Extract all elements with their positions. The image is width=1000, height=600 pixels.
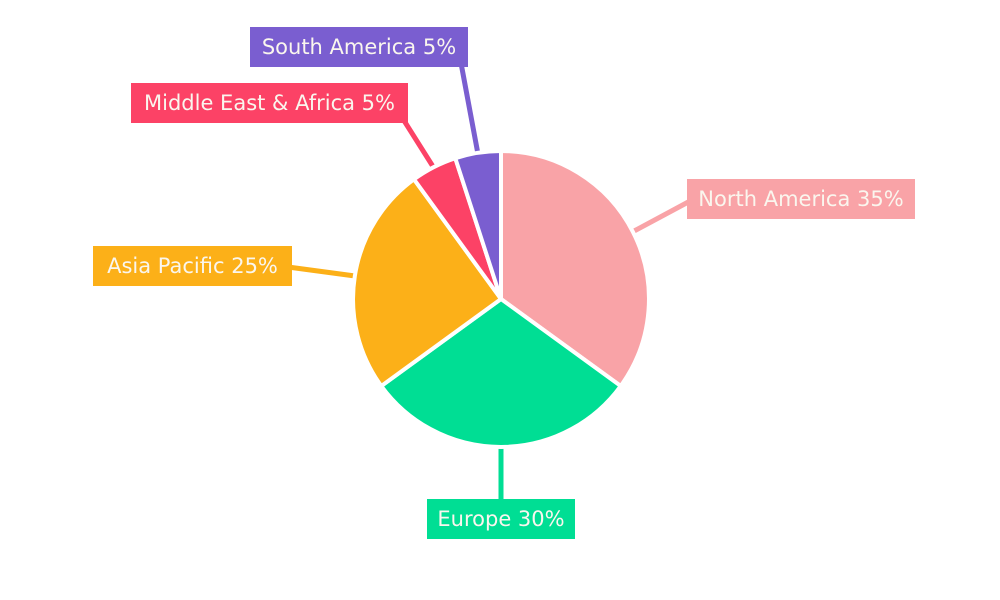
pie-slice-north-america[interactable] [499,149,651,388]
pie-slice-europe[interactable] [379,297,623,449]
slice-label-south-america: South America 5% [250,27,468,67]
pie-slice-asia-pacific[interactable] [351,177,503,388]
leader-line-north-america [626,197,695,237]
slice-label-europe: Europe 30% [427,499,575,539]
slice-label-asia-pacific: Asia Pacific 25% [93,246,292,286]
pie-slice-south-america[interactable] [453,148,503,301]
leader-line-middle-east-africa [400,116,439,174]
leader-line-south-america [458,60,481,160]
leader-line-asia-pacific [285,264,362,279]
slice-label-middle-east-africa: Middle East & Africa 5% [131,83,408,123]
slice-label-north-america: North America 35% [687,179,915,219]
